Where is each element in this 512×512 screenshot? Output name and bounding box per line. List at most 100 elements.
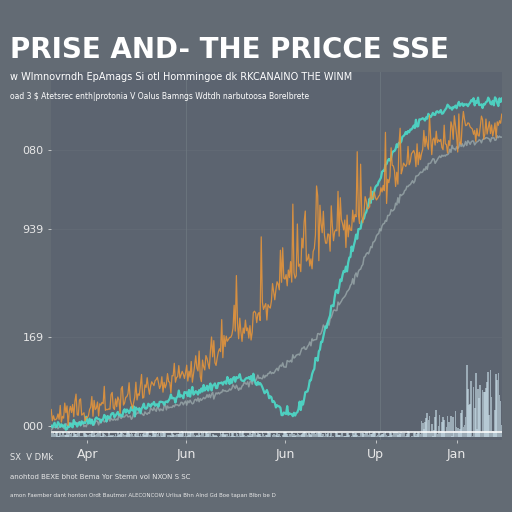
Bar bbox=[53, 432, 54, 437]
Bar bbox=[297, 434, 300, 437]
Bar bbox=[248, 436, 250, 437]
Bar bbox=[117, 433, 119, 437]
Bar bbox=[164, 433, 166, 437]
Bar bbox=[295, 435, 297, 437]
Bar bbox=[319, 433, 321, 437]
Bar bbox=[273, 434, 274, 437]
Bar bbox=[91, 432, 93, 437]
Bar bbox=[283, 432, 285, 437]
Bar bbox=[66, 433, 68, 437]
Bar bbox=[377, 435, 378, 437]
Bar bbox=[115, 434, 116, 437]
Bar bbox=[153, 432, 155, 437]
Bar bbox=[93, 433, 95, 437]
Bar bbox=[185, 432, 186, 437]
Bar bbox=[109, 436, 111, 437]
Bar bbox=[426, 413, 428, 437]
Bar bbox=[224, 435, 226, 437]
Bar bbox=[417, 432, 419, 437]
Bar bbox=[290, 434, 291, 437]
Bar bbox=[389, 432, 391, 437]
Bar bbox=[162, 432, 164, 437]
Bar bbox=[88, 435, 89, 437]
Bar bbox=[137, 433, 139, 437]
Bar bbox=[202, 433, 203, 437]
Bar bbox=[324, 436, 325, 437]
Bar bbox=[343, 436, 345, 437]
Bar bbox=[345, 436, 347, 437]
Bar bbox=[437, 434, 438, 437]
Bar bbox=[446, 416, 449, 437]
Bar bbox=[299, 435, 301, 437]
Bar bbox=[145, 433, 147, 437]
Bar bbox=[65, 436, 67, 437]
Bar bbox=[55, 432, 56, 437]
Bar bbox=[395, 432, 396, 437]
Bar bbox=[56, 432, 58, 437]
Bar bbox=[339, 435, 341, 437]
Bar bbox=[498, 373, 499, 437]
Bar bbox=[464, 424, 465, 437]
Bar bbox=[402, 433, 404, 437]
Bar bbox=[372, 433, 374, 437]
Bar bbox=[430, 433, 432, 437]
Bar bbox=[363, 434, 365, 437]
Bar bbox=[205, 432, 207, 437]
Bar bbox=[497, 380, 498, 437]
Bar bbox=[151, 436, 153, 437]
Bar bbox=[108, 432, 110, 437]
Bar bbox=[474, 408, 476, 437]
Bar bbox=[78, 432, 80, 437]
Bar bbox=[158, 433, 159, 437]
Bar bbox=[479, 385, 481, 437]
Bar bbox=[500, 401, 501, 437]
Bar bbox=[416, 434, 418, 437]
Bar bbox=[83, 433, 85, 437]
Bar bbox=[215, 435, 217, 437]
Bar bbox=[457, 428, 459, 437]
Bar bbox=[367, 433, 368, 437]
Bar bbox=[461, 410, 463, 437]
Bar bbox=[249, 433, 251, 437]
Bar bbox=[391, 435, 393, 437]
Bar bbox=[134, 434, 136, 437]
Bar bbox=[123, 434, 124, 437]
Bar bbox=[486, 382, 488, 437]
Bar bbox=[433, 430, 435, 437]
Bar bbox=[374, 433, 376, 437]
Bar bbox=[168, 435, 169, 437]
Bar bbox=[226, 434, 228, 437]
Bar bbox=[264, 436, 265, 437]
Bar bbox=[369, 432, 371, 437]
Bar bbox=[163, 433, 165, 437]
Bar bbox=[296, 433, 298, 437]
Bar bbox=[147, 432, 149, 437]
Bar bbox=[378, 432, 379, 437]
Bar bbox=[405, 436, 407, 437]
Bar bbox=[141, 436, 142, 437]
Bar bbox=[501, 425, 503, 437]
Bar bbox=[206, 432, 208, 437]
Bar bbox=[370, 434, 372, 437]
Bar bbox=[382, 434, 384, 437]
Bar bbox=[58, 436, 60, 437]
Bar bbox=[92, 436, 94, 437]
Bar bbox=[276, 433, 278, 437]
Bar bbox=[340, 433, 342, 437]
Bar bbox=[310, 435, 312, 437]
Bar bbox=[196, 435, 198, 437]
Bar bbox=[203, 432, 204, 437]
Bar bbox=[198, 433, 200, 437]
Bar bbox=[175, 435, 176, 437]
Bar bbox=[481, 432, 482, 437]
Bar bbox=[318, 432, 319, 437]
Bar bbox=[242, 432, 244, 437]
Bar bbox=[124, 435, 125, 437]
Bar bbox=[379, 436, 380, 437]
Bar bbox=[230, 436, 231, 437]
Bar bbox=[253, 432, 255, 437]
Bar bbox=[473, 387, 475, 437]
Bar bbox=[466, 366, 467, 437]
Bar bbox=[325, 433, 327, 437]
Bar bbox=[393, 432, 394, 437]
